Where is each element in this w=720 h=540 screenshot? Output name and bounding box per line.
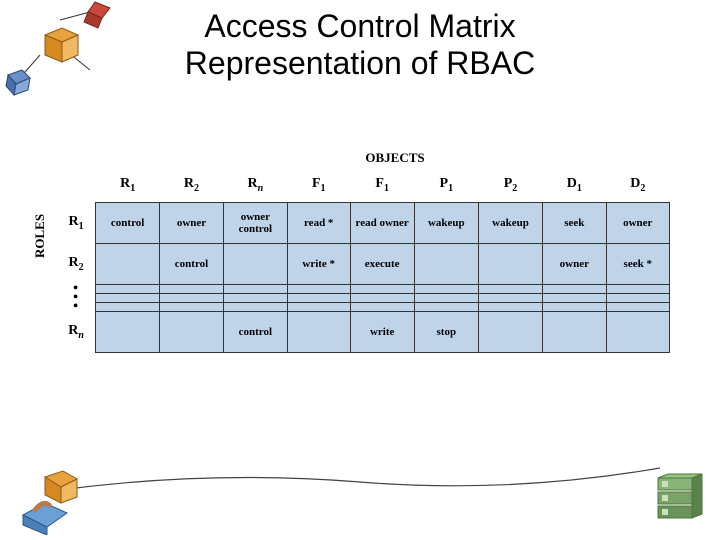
corner-boxes-icon [0,0,120,100]
col-header: D1 [543,172,606,202]
col-header: Rn [223,172,287,202]
table-row: R1 control owner owner control read * re… [60,202,670,243]
col-header: P2 [478,172,542,202]
matrix-cell: owner [543,243,606,284]
matrix-cell [543,311,606,352]
access-control-matrix: OBJECTS ROLES R1 R2 Rn F1 F1 P1 P2 D1 D2… [60,150,670,353]
matrix-cell: control [223,311,287,352]
matrix-cell [287,311,350,352]
table-row: • [60,302,670,311]
table-row: • [60,293,670,302]
col-header: R1 [96,172,160,202]
matrix-cell: seek * [606,243,669,284]
matrix-cell [478,311,542,352]
matrix-cell [223,243,287,284]
server-blocks-icon [640,470,710,530]
col-header: F1 [287,172,350,202]
matrix-cell: owner [160,202,224,243]
matrix-cell [96,311,160,352]
matrix-cell [478,243,542,284]
row-header: R2 [60,243,96,284]
matrix-cell [160,311,224,352]
bottom-divider-curve [60,460,660,500]
matrix-cell: owner control [223,202,287,243]
matrix-cell: owner [606,202,669,243]
matrix-cell: wakeup [414,202,478,243]
row-header: R1 [60,202,96,243]
matrix-cell: control [96,202,160,243]
matrix-cell [414,243,478,284]
col-header: P1 [414,172,478,202]
matrix-cell: control [160,243,224,284]
hand-box-icon [15,455,105,535]
matrix-cell: read * [287,202,350,243]
roles-axis-label: ROLES [32,214,48,258]
row-header: Rn [60,311,96,352]
matrix-cell: write [350,311,414,352]
table-row: R2 control write * execute owner seek * [60,243,670,284]
matrix-cell [606,311,669,352]
col-header: D2 [606,172,669,202]
matrix-cell: write * [287,243,350,284]
page-title: Access Control Matrix Representation of … [120,8,600,82]
row-header: • [60,302,96,311]
matrix-cell: stop [414,311,478,352]
matrix-cell: wakeup [478,202,542,243]
objects-axis-label: OBJECTS [120,150,670,166]
matrix-cell: read owner [350,202,414,243]
col-header: R2 [160,172,224,202]
matrix-table: R1 R2 Rn F1 F1 P1 P2 D1 D2 R1 control ow… [60,172,670,353]
table-row: Rn control write stop [60,311,670,352]
matrix-cell: seek [543,202,606,243]
column-header-row: R1 R2 Rn F1 F1 P1 P2 D1 D2 [60,172,670,202]
matrix-cell [96,243,160,284]
table-row: • [60,284,670,293]
col-header: F1 [350,172,414,202]
matrix-cell: execute [350,243,414,284]
